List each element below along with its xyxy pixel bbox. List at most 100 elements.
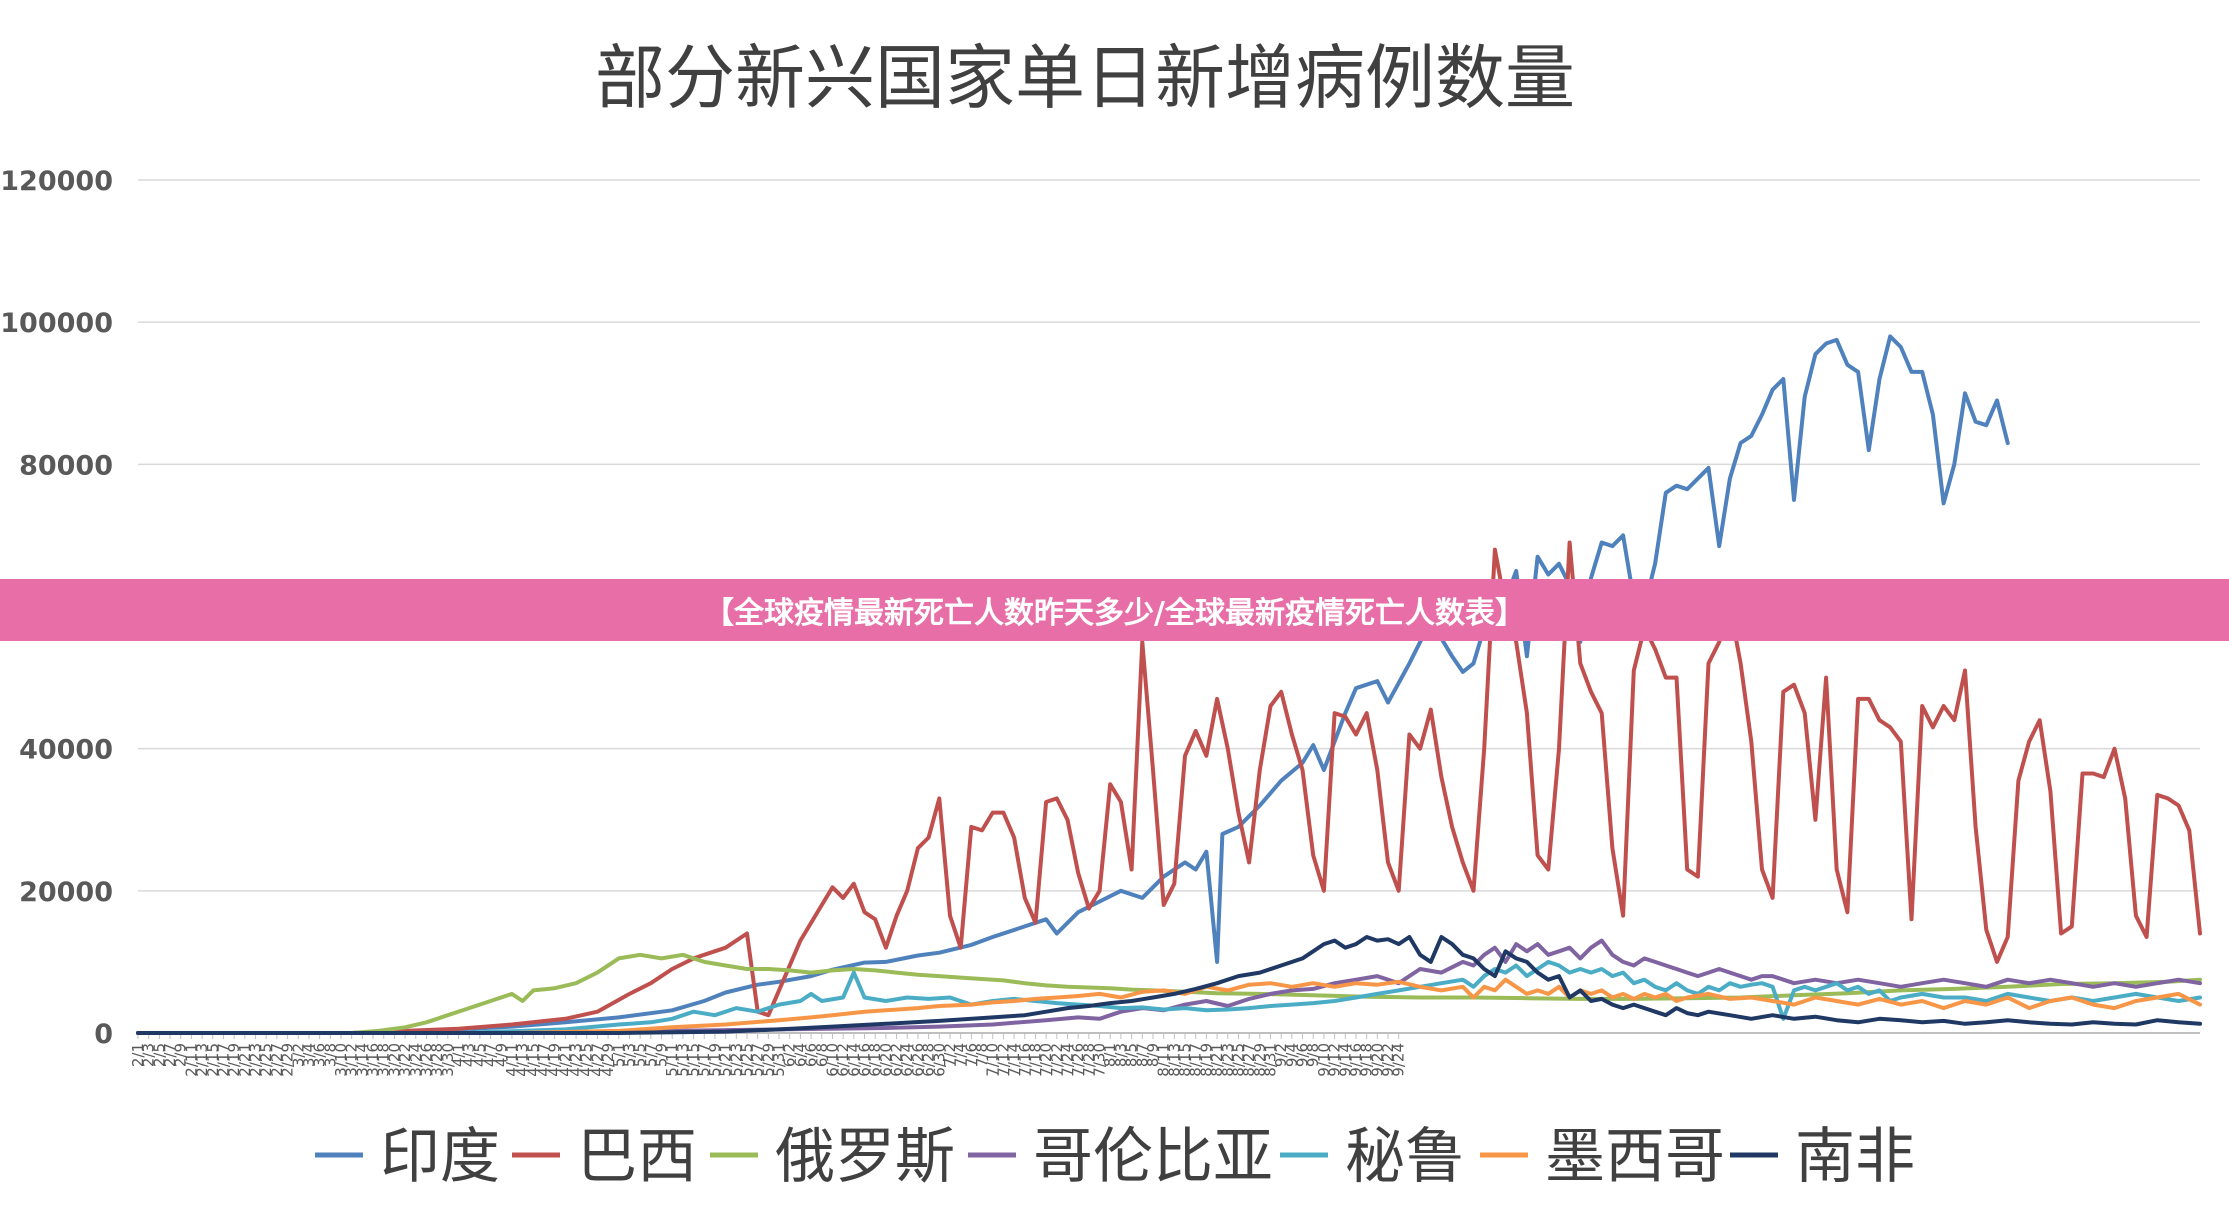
x-tick-label: 9/18 — [1358, 1043, 1376, 1077]
x-tick-label: 3/10 — [332, 1043, 350, 1077]
legend-label: 印度 — [380, 1122, 500, 1192]
x-tick-label: 9/2 — [1272, 1043, 1290, 1067]
x-tick-label: 8/7 — [1133, 1043, 1151, 1067]
x-tick-label: 6/6 — [802, 1043, 820, 1067]
series-line — [136, 977, 2202, 1035]
x-tick-label: 3/16 — [364, 1043, 382, 1077]
x-tick-label: 6/8 — [813, 1043, 831, 1067]
x-tick-label: 4/23 — [567, 1043, 585, 1077]
x-tick-label: 9/6 — [1294, 1043, 1312, 1067]
x-tick-label: 8/11 — [1155, 1043, 1173, 1077]
x-tick-label: 3/12 — [343, 1043, 361, 1077]
x-tick-label: 4/19 — [546, 1043, 564, 1077]
x-tick-label: 7/22 — [1048, 1043, 1066, 1077]
x-tick-label: 9/8 — [1304, 1043, 1322, 1067]
x-tick-label: 3/8 — [321, 1043, 339, 1067]
x-tick-label: 3/2 — [289, 1043, 307, 1067]
x-tick-label: 9/20 — [1368, 1043, 1386, 1077]
x-tick-label: 4/29 — [599, 1043, 617, 1077]
x-tick-label: 9/16 — [1347, 1043, 1365, 1077]
legend-label: 秘鲁 — [1345, 1122, 1465, 1192]
x-tick-label: 5/23 — [727, 1043, 745, 1077]
x-tick-label: 5/29 — [759, 1043, 777, 1077]
x-tick-label: 9/4 — [1283, 1043, 1301, 1067]
x-tick-label: 8/23 — [1219, 1043, 1237, 1077]
x-tick-label: 3/24 — [407, 1043, 425, 1077]
x-tick-label: 9/22 — [1379, 1043, 1397, 1077]
x-tick-label: 4/27 — [588, 1043, 606, 1077]
x-tick-label: 7/26 — [1069, 1043, 1087, 1077]
x-tick-label: 3/22 — [396, 1043, 414, 1077]
x-tick-label: 2/27 — [268, 1043, 286, 1077]
x-tick-label: 5/7 — [642, 1043, 660, 1067]
x-tick-label: 5/5 — [631, 1043, 649, 1067]
grid-lines — [138, 179, 2200, 892]
x-tick-label: 6/10 — [823, 1043, 841, 1077]
x-tick-label: 5/31 — [770, 1043, 788, 1077]
x-tick-label: 7/8 — [973, 1043, 991, 1067]
x-tick-label: 7/6 — [962, 1043, 980, 1067]
y-tick-label: 40000 — [19, 735, 113, 766]
legend-label: 南非 — [1795, 1122, 1915, 1192]
x-tick-label: 6/26 — [909, 1043, 927, 1077]
x-tick-label: 4/9 — [492, 1043, 510, 1067]
x-tick-label: 8/25 — [1229, 1043, 1247, 1077]
x-tick-label: 3/4 — [300, 1043, 318, 1067]
x-tick-label: 2/15 — [204, 1043, 222, 1077]
x-tick-label: 3/18 — [375, 1043, 393, 1077]
y-tick-label: 80000 — [19, 450, 113, 481]
headline-banner-text: 【全球疫情最新死亡人数昨天多少/全球最新疫情死亡人数表】 — [704, 596, 1525, 631]
x-tick-label: 3/20 — [385, 1043, 403, 1077]
x-tick-label: 5/25 — [738, 1043, 756, 1077]
x-tick-label: 7/30 — [1091, 1043, 1109, 1077]
x-tick-label: 3/26 — [417, 1043, 435, 1077]
y-tick-label: 100000 — [0, 308, 113, 339]
x-tick-label: 7/18 — [1026, 1043, 1044, 1077]
x-tick-label: 8/5 — [1123, 1043, 1141, 1067]
series-line — [136, 334, 2010, 1035]
x-tick-label: 5/3 — [620, 1043, 638, 1067]
x-tick-label: 7/20 — [1037, 1043, 1055, 1077]
x-tick-label: 8/19 — [1197, 1043, 1215, 1077]
x-tick-label: 4/15 — [524, 1043, 542, 1077]
legend: 印度 巴西 俄罗斯 哥伦比亚 秘鲁 墨西哥 南非 — [315, 1122, 1915, 1192]
x-tick-label: 8/3 — [1112, 1043, 1130, 1067]
legend-label: 墨西哥 — [1545, 1122, 1725, 1192]
x-tick-label: 2/23 — [247, 1043, 265, 1077]
legend-label: 巴西 — [577, 1122, 697, 1192]
x-tick-label: 2/25 — [257, 1043, 275, 1077]
x-tick-label: 2/5 — [150, 1043, 168, 1067]
chart-title: 部分新兴国家单日新增病例数量 — [595, 37, 1575, 119]
series-lines — [136, 334, 2202, 1035]
x-tick-label: 7/14 — [1005, 1043, 1023, 1077]
x-tick-label: 3/14 — [353, 1043, 371, 1077]
x-tick-label: 4/17 — [535, 1043, 553, 1077]
x-tick-label: 7/4 — [952, 1043, 970, 1067]
x-tick-label: 2/19 — [225, 1043, 243, 1077]
x-axis-tick-labels: 2/12/32/52/72/92/112/132/152/172/192/212… — [129, 1033, 1408, 1077]
x-tick-label: 8/21 — [1208, 1043, 1226, 1077]
x-tick-label: 8/31 — [1261, 1043, 1279, 1077]
x-tick-label: 4/21 — [556, 1043, 574, 1077]
x-tick-label: 4/11 — [503, 1043, 521, 1077]
x-tick-label: 5/9 — [653, 1043, 671, 1067]
series-line — [136, 959, 2202, 1035]
x-tick-label: 6/2 — [781, 1043, 799, 1067]
x-tick-label: 3/30 — [439, 1043, 457, 1077]
x-tick-label: 2/29 — [279, 1043, 297, 1077]
x-tick-label: 3/28 — [428, 1043, 446, 1077]
x-tick-label: 6/16 — [856, 1043, 874, 1077]
x-tick-label: 6/14 — [845, 1043, 863, 1077]
x-tick-label: 6/18 — [866, 1043, 884, 1077]
x-tick-label: 6/22 — [888, 1043, 906, 1077]
x-tick-label: 2/1 — [129, 1043, 147, 1067]
headline-banner[interactable]: 【全球疫情最新死亡人数昨天多少/全球最新疫情死亡人数表】 — [0, 579, 2229, 641]
x-tick-label: 9/14 — [1336, 1043, 1354, 1077]
x-tick-label: 7/28 — [1080, 1043, 1098, 1077]
x-tick-label: 9/24 — [1390, 1043, 1408, 1077]
x-tick-label: 8/1 — [1101, 1043, 1119, 1067]
y-tick-label: 120000 — [0, 166, 113, 197]
x-tick-label: 2/9 — [172, 1043, 190, 1067]
